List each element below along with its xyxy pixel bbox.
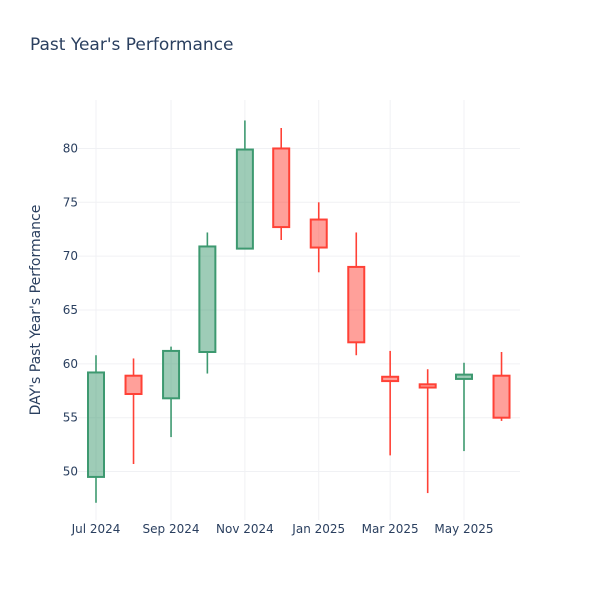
x-tick-label: Jan 2025: [291, 522, 345, 536]
y-tick-label: 65: [63, 303, 78, 317]
candle-decreasing: [381, 350, 400, 456]
candle-body: [347, 265, 366, 344]
x-tick-label: May 2025: [434, 522, 493, 536]
grid: [78, 100, 520, 520]
candle-body: [309, 218, 328, 249]
y-tick-label: 70: [63, 249, 78, 263]
candle-decreasing: [124, 358, 143, 464]
candle-increasing: [87, 355, 105, 503]
y-tick-label: 80: [63, 141, 78, 155]
x-tick-label: Jul 2024: [71, 522, 121, 536]
candle-decreasing: [272, 128, 291, 240]
candle-body: [455, 373, 473, 380]
candle-decreasing: [492, 352, 511, 421]
x-tick-label: Sep 2024: [143, 522, 200, 536]
candle-increasing: [235, 120, 254, 250]
x-tick-label: Nov 2024: [216, 522, 274, 536]
candle-increasing: [162, 346, 181, 438]
candle-increasing: [198, 232, 217, 374]
y-tick-label: 75: [63, 195, 78, 209]
candle-body: [162, 349, 181, 400]
candle-decreasing: [309, 202, 328, 273]
candle-body: [492, 374, 511, 419]
candle-body: [198, 245, 217, 353]
y-axis-ticks: 50 55 60 65 70 75 80: [63, 141, 78, 478]
y-tick-label: 60: [63, 357, 78, 371]
x-axis-ticks: Jul 2024 Sep 2024 Nov 2024 Jan 2025 Mar 2025…: [71, 522, 494, 536]
candle-body: [124, 374, 143, 396]
y-tick-label: 50: [63, 465, 78, 479]
y-axis-title: DAY's Past Year's Performance: [28, 205, 44, 416]
y-tick-label: 55: [63, 411, 78, 425]
candle-decreasing: [347, 232, 366, 356]
chart-title: Past Year's Performance: [30, 35, 234, 55]
candle-decreasing: [418, 369, 437, 494]
candle-increasing: [455, 362, 473, 452]
candle-body: [235, 148, 254, 250]
x-tick-label: Mar 2025: [362, 522, 419, 536]
candles: [87, 120, 511, 503]
candle-body: [381, 375, 400, 383]
candle-body: [418, 383, 437, 389]
candle-body: [272, 147, 291, 229]
candle-body: [87, 371, 105, 478]
